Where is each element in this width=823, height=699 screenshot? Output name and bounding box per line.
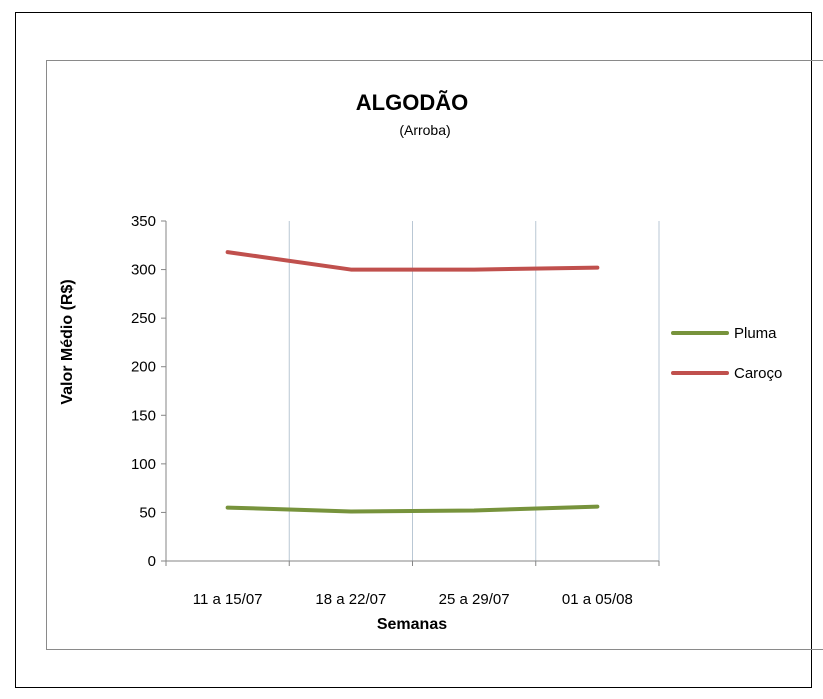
series-line-pluma: [225, 504, 600, 514]
legend-label: Caroço: [734, 365, 782, 382]
series-line-caroço: [225, 250, 600, 272]
series-lines: [225, 250, 600, 514]
y-tick-label: 300: [131, 262, 156, 279]
y-tick-label: 350: [131, 213, 156, 230]
y-tick-label: 100: [131, 456, 156, 473]
y-tick-label: 150: [131, 407, 156, 424]
axes: [161, 220, 660, 566]
legend: Pluma Caroço: [671, 325, 782, 382]
y-tick-labels: 0 50 100 150 200 250 300 350: [131, 213, 156, 570]
chart-title: ALGODÃO: [356, 90, 468, 115]
chart-area: [46, 60, 823, 650]
x-tick-label: 18 a 22/07: [315, 591, 386, 608]
x-tick-label: 01 a 05/08: [562, 591, 633, 608]
y-tick-label: 200: [131, 359, 156, 376]
gridlines: [288, 221, 660, 561]
x-tick-label: 11 a 15/07: [193, 591, 263, 608]
y-axis-title: Valor Médio (R$): [59, 279, 76, 404]
chart-subtitle: (Arroba): [399, 122, 450, 138]
x-tick-labels: 11 a 15/07 18 a 22/07 25 a 29/07 01 a 05/08: [193, 591, 633, 608]
outer-frame: [15, 12, 812, 688]
x-tick-label: 25 a 29/07: [439, 591, 510, 608]
legend-label: Pluma: [734, 325, 777, 342]
y-tick-label: 0: [148, 553, 156, 570]
y-tick-label: 250: [131, 310, 156, 327]
y-tick-label: 50: [139, 504, 156, 521]
x-axis-title: Semanas: [377, 616, 447, 633]
